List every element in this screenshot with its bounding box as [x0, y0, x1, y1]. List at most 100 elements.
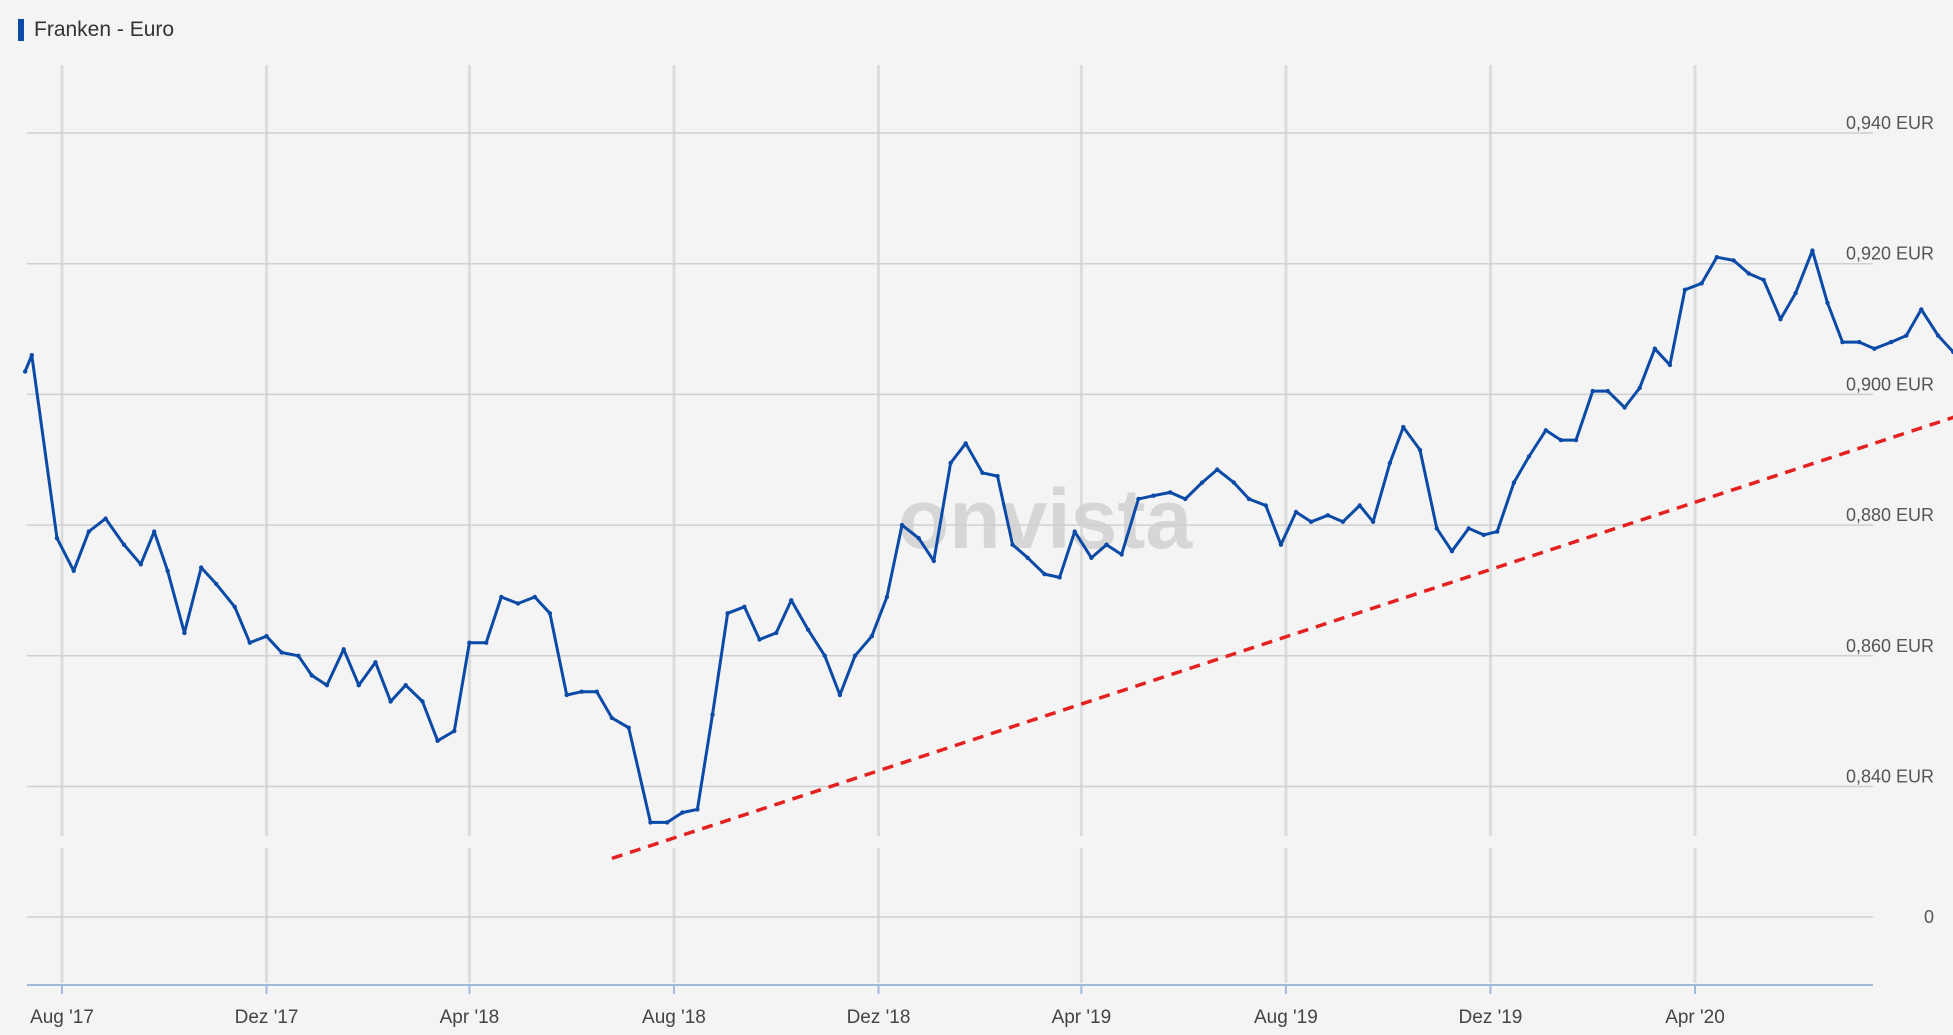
- data-point: [1357, 503, 1362, 508]
- data-point: [1840, 339, 1845, 345]
- data-point: [852, 653, 858, 658]
- data-point: [1543, 428, 1549, 433]
- data-point: [309, 673, 314, 678]
- data-point: [182, 630, 187, 636]
- data-point: [916, 536, 921, 541]
- data-point: [484, 640, 489, 645]
- data-point: [1889, 339, 1894, 345]
- data-point: [54, 536, 60, 541]
- data-point: [837, 692, 843, 698]
- y-tick-label: 0,940 EUR: [1846, 113, 1934, 133]
- data-point: [680, 810, 685, 815]
- data-point: [1872, 346, 1877, 351]
- data-point: [403, 683, 408, 688]
- data-point: [1605, 388, 1611, 394]
- data-point: [1590, 388, 1595, 394]
- data-point: [138, 562, 143, 567]
- data-point: [1919, 307, 1924, 312]
- data-point: [1246, 496, 1252, 502]
- data-point: [324, 683, 330, 688]
- data-point: [1511, 480, 1517, 485]
- data-point: [1449, 549, 1455, 554]
- data-point: [980, 470, 985, 475]
- data-point: [579, 689, 584, 694]
- data-point: [420, 699, 425, 704]
- data-point: [1215, 467, 1220, 472]
- data-point: [71, 568, 76, 573]
- data-point: [1622, 405, 1627, 410]
- data-point: [1278, 542, 1284, 547]
- data-point: [1263, 503, 1269, 508]
- data-point: [214, 581, 219, 587]
- x-tick-label: Aug '17: [30, 1007, 94, 1028]
- data-point: [1810, 248, 1815, 253]
- x-tick-label: Apr '20: [1665, 1007, 1725, 1028]
- data-point: [774, 630, 779, 636]
- data-point: [1778, 317, 1783, 322]
- legend-swatch: [18, 19, 24, 41]
- data-point: [757, 637, 762, 642]
- data-point: [435, 738, 440, 743]
- data-point: [199, 565, 204, 570]
- y-tick-label: 0,880 EUR: [1846, 505, 1934, 525]
- data-point: [547, 611, 553, 616]
- data-point: [1168, 490, 1173, 495]
- data-point: [1935, 333, 1941, 338]
- data-point: [1558, 437, 1564, 443]
- data-point: [1825, 300, 1830, 306]
- x-tick-label: Apr '19: [1052, 1007, 1112, 1028]
- y-tick-label: 0,860 EUR: [1846, 636, 1934, 656]
- data-point: [341, 647, 346, 652]
- data-point: [165, 568, 170, 573]
- legend: Franken - Euro: [18, 18, 174, 42]
- data-point: [742, 604, 747, 609]
- data-point: [789, 598, 794, 603]
- data-point: [86, 529, 92, 534]
- data-point: [1025, 555, 1030, 560]
- data-point: [805, 627, 811, 632]
- legend-label: Franken - Euro: [34, 18, 175, 41]
- data-point: [648, 820, 653, 825]
- data-point: [1183, 496, 1188, 502]
- data-point: [121, 542, 127, 547]
- data-point: [931, 558, 936, 564]
- data-point: [963, 441, 968, 446]
- data-point: [279, 650, 284, 655]
- data-point: [1526, 454, 1532, 459]
- data-point: [884, 594, 890, 600]
- data-point: [822, 653, 827, 658]
- y-tick-label: 0,920 EUR: [1846, 244, 1934, 264]
- data-point: [1682, 287, 1688, 292]
- data-point: [1401, 424, 1406, 430]
- data-point: [695, 807, 700, 812]
- data-point: [232, 604, 237, 609]
- data-point: [1714, 255, 1720, 260]
- data-point: [1699, 281, 1704, 286]
- lower-y-tick-label: 0: [1924, 907, 1934, 927]
- data-point: [1151, 493, 1156, 498]
- data-point: [296, 653, 301, 658]
- data-point: [1667, 362, 1673, 368]
- x-tick-label: Dez '17: [235, 1007, 299, 1028]
- data-point: [1010, 542, 1015, 547]
- data-point: [1042, 571, 1047, 577]
- data-point: [564, 692, 569, 698]
- data-point: [388, 699, 393, 704]
- y-tick-label: 0,840 EUR: [1846, 767, 1934, 787]
- data-point: [1466, 526, 1471, 531]
- data-point: [869, 634, 874, 639]
- data-point: [1057, 575, 1062, 580]
- data-point: [356, 683, 361, 688]
- data-point: [1434, 526, 1440, 531]
- x-tick-label: Dez '19: [1459, 1007, 1523, 1028]
- data-point: [1481, 532, 1486, 538]
- data-point: [1325, 513, 1331, 518]
- data-point: [1119, 552, 1124, 557]
- data-point: [1637, 385, 1642, 391]
- x-tick-label: Aug '19: [1254, 1007, 1318, 1028]
- data-point: [1652, 346, 1658, 351]
- data-point: [1731, 258, 1736, 263]
- data-point: [626, 725, 631, 730]
- data-point: [22, 369, 28, 374]
